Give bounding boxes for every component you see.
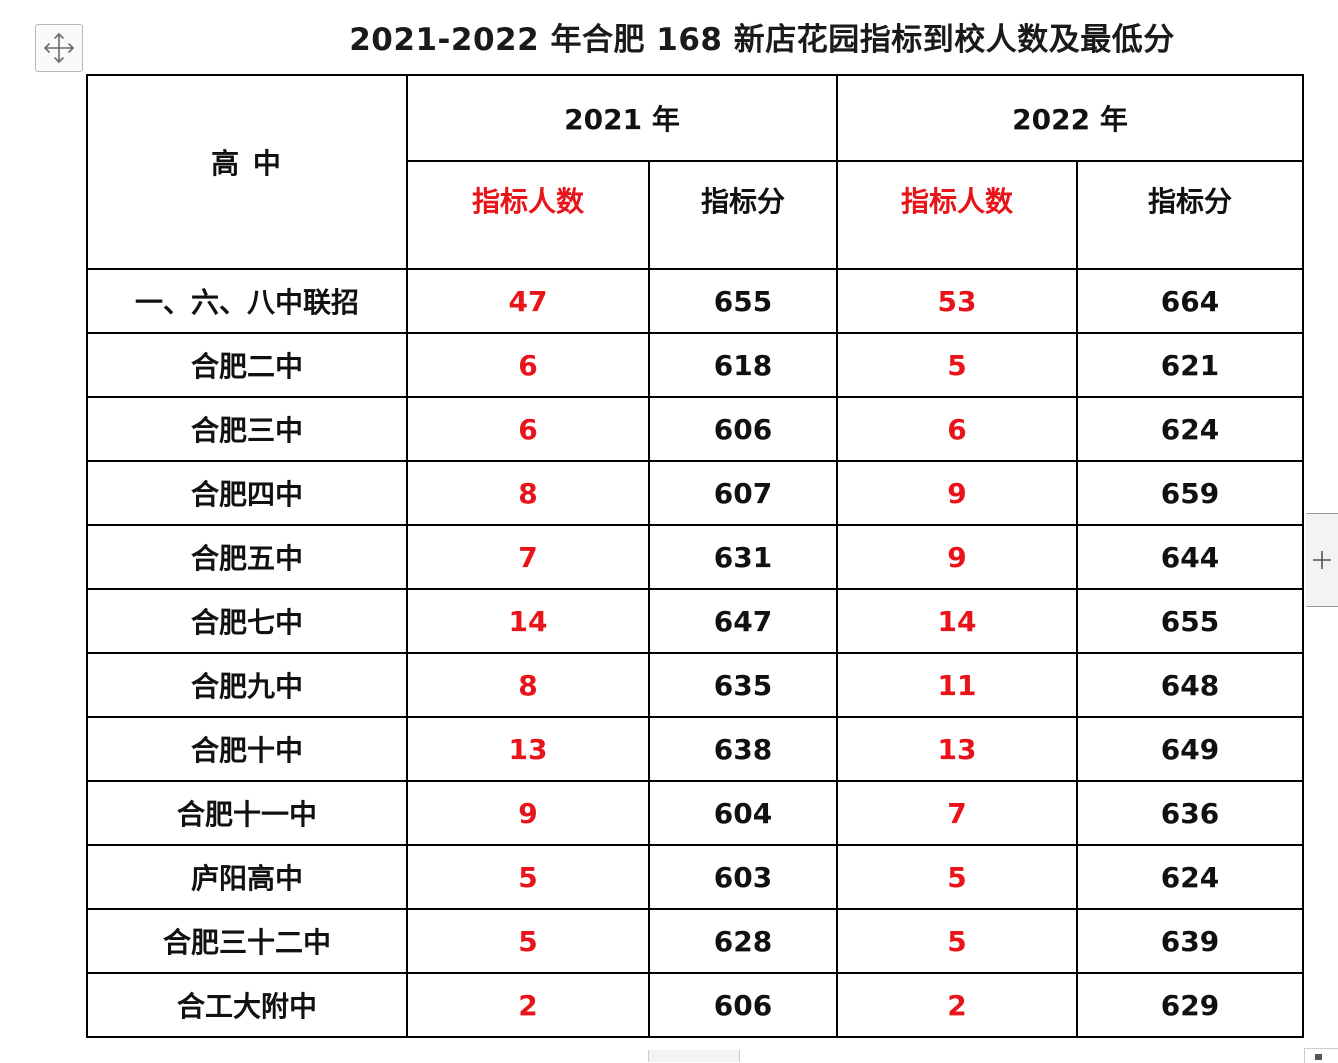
table-row: 合工大附中 2 606 2 629	[86, 972, 1304, 1038]
score-2021-cell: 604	[648, 780, 838, 846]
table-row: 合肥九中 8 635 11 648	[86, 652, 1304, 718]
count-2021-cell: 14	[406, 588, 650, 654]
table-row: 合肥四中 8 607 9 659	[86, 460, 1304, 526]
score-2021-cell: 638	[648, 716, 838, 782]
school-name-cell: 合肥四中	[86, 460, 408, 526]
table-row: 合肥三中 6 606 6 624	[86, 396, 1304, 462]
score-2021-cell: 635	[648, 652, 838, 718]
resize-grip-icon	[1315, 1054, 1322, 1060]
table-row: 庐阳高中 5 603 5 624	[86, 844, 1304, 910]
table-row: 一、六、八中联招 47 655 53 664	[86, 268, 1304, 334]
document-title: 2021-2022 年合肥 168 新店花园指标到校人数及最低分	[349, 22, 1175, 58]
score-2021-cell: 631	[648, 524, 838, 590]
header-year-2021: 2021 年	[406, 74, 838, 162]
school-name-cell: 合肥五中	[86, 524, 408, 590]
score-2022-cell: 624	[1076, 844, 1304, 910]
count-2022-cell: 5	[836, 332, 1078, 398]
school-name-cell: 合肥三中	[86, 396, 408, 462]
score-2022-cell: 639	[1076, 908, 1304, 974]
count-2022-cell: 53	[836, 268, 1078, 334]
count-2021-cell: 13	[406, 716, 650, 782]
score-2022-cell: 636	[1076, 780, 1304, 846]
count-2022-cell: 5	[836, 844, 1078, 910]
count-2021-cell: 2	[406, 972, 650, 1038]
score-2022-cell: 624	[1076, 396, 1304, 462]
add-column-button[interactable]	[1306, 513, 1338, 607]
table-resize-handle[interactable]	[1304, 1048, 1338, 1063]
score-2021-cell: 603	[648, 844, 838, 910]
school-name-cell: 合肥七中	[86, 588, 408, 654]
score-2021-cell: 606	[648, 972, 838, 1038]
score-2022-cell: 649	[1076, 716, 1304, 782]
header-school: 高 中	[86, 74, 408, 270]
table-row: 合肥十一中 9 604 7 636	[86, 780, 1304, 846]
count-2022-cell: 6	[836, 396, 1078, 462]
count-2022-cell: 5	[836, 908, 1078, 974]
school-name-cell: 一、六、八中联招	[86, 268, 408, 334]
add-row-button[interactable]	[648, 1050, 740, 1062]
score-2022-cell: 659	[1076, 460, 1304, 526]
count-2021-cell: 47	[406, 268, 650, 334]
school-name-cell: 合肥二中	[86, 332, 408, 398]
score-2021-cell: 628	[648, 908, 838, 974]
score-2022-cell: 655	[1076, 588, 1304, 654]
table-row: 合肥十中 13 638 13 649	[86, 716, 1304, 782]
table-row: 合肥七中 14 647 14 655	[86, 588, 1304, 654]
school-name-cell: 合肥十一中	[86, 780, 408, 846]
score-2022-cell: 621	[1076, 332, 1304, 398]
score-2022-cell: 648	[1076, 652, 1304, 718]
count-2022-cell: 14	[836, 588, 1078, 654]
count-2022-cell: 7	[836, 780, 1078, 846]
count-2022-cell: 13	[836, 716, 1078, 782]
count-2021-cell: 6	[406, 332, 650, 398]
score-2021-cell: 655	[648, 268, 838, 334]
table-row: 合肥二中 6 618 5 621	[86, 332, 1304, 398]
count-2021-cell: 6	[406, 396, 650, 462]
table-row: 合肥三十二中 5 628 5 639	[86, 908, 1304, 974]
school-name-cell: 合肥九中	[86, 652, 408, 718]
count-2021-cell: 9	[406, 780, 650, 846]
score-2021-cell: 607	[648, 460, 838, 526]
count-2022-cell: 9	[836, 524, 1078, 590]
score-2021-cell: 618	[648, 332, 838, 398]
header-score-2021: 指标分	[648, 160, 838, 270]
header-school-label: 高 中	[211, 147, 283, 180]
count-2022-cell: 11	[836, 652, 1078, 718]
plus-icon	[1313, 551, 1331, 569]
table-move-handle[interactable]	[35, 24, 83, 72]
count-2021-cell: 8	[406, 460, 650, 526]
score-2021-cell: 647	[648, 588, 838, 654]
header-count-2021: 指标人数	[406, 160, 650, 270]
school-name-cell: 合肥十中	[86, 716, 408, 782]
score-2021-cell: 606	[648, 396, 838, 462]
score-2022-cell: 644	[1076, 524, 1304, 590]
admission-score-table: 高 中 2021 年 2022 年 指标人数 指标分 指标人数 指标分 一、六、…	[86, 74, 1304, 1038]
four-way-arrow-move-icon	[43, 32, 75, 64]
school-name-cell: 合肥三十二中	[86, 908, 408, 974]
table-row: 合肥五中 7 631 9 644	[86, 524, 1304, 590]
score-2022-cell: 629	[1076, 972, 1304, 1038]
school-name-cell: 庐阳高中	[86, 844, 408, 910]
header-count-2022: 指标人数	[836, 160, 1078, 270]
header-score-2022: 指标分	[1076, 160, 1304, 270]
school-name-cell: 合工大附中	[86, 972, 408, 1038]
count-2021-cell: 7	[406, 524, 650, 590]
score-2022-cell: 664	[1076, 268, 1304, 334]
count-2022-cell: 2	[836, 972, 1078, 1038]
count-2021-cell: 5	[406, 844, 650, 910]
count-2021-cell: 8	[406, 652, 650, 718]
count-2021-cell: 5	[406, 908, 650, 974]
count-2022-cell: 9	[836, 460, 1078, 526]
header-year-2022: 2022 年	[836, 74, 1304, 162]
